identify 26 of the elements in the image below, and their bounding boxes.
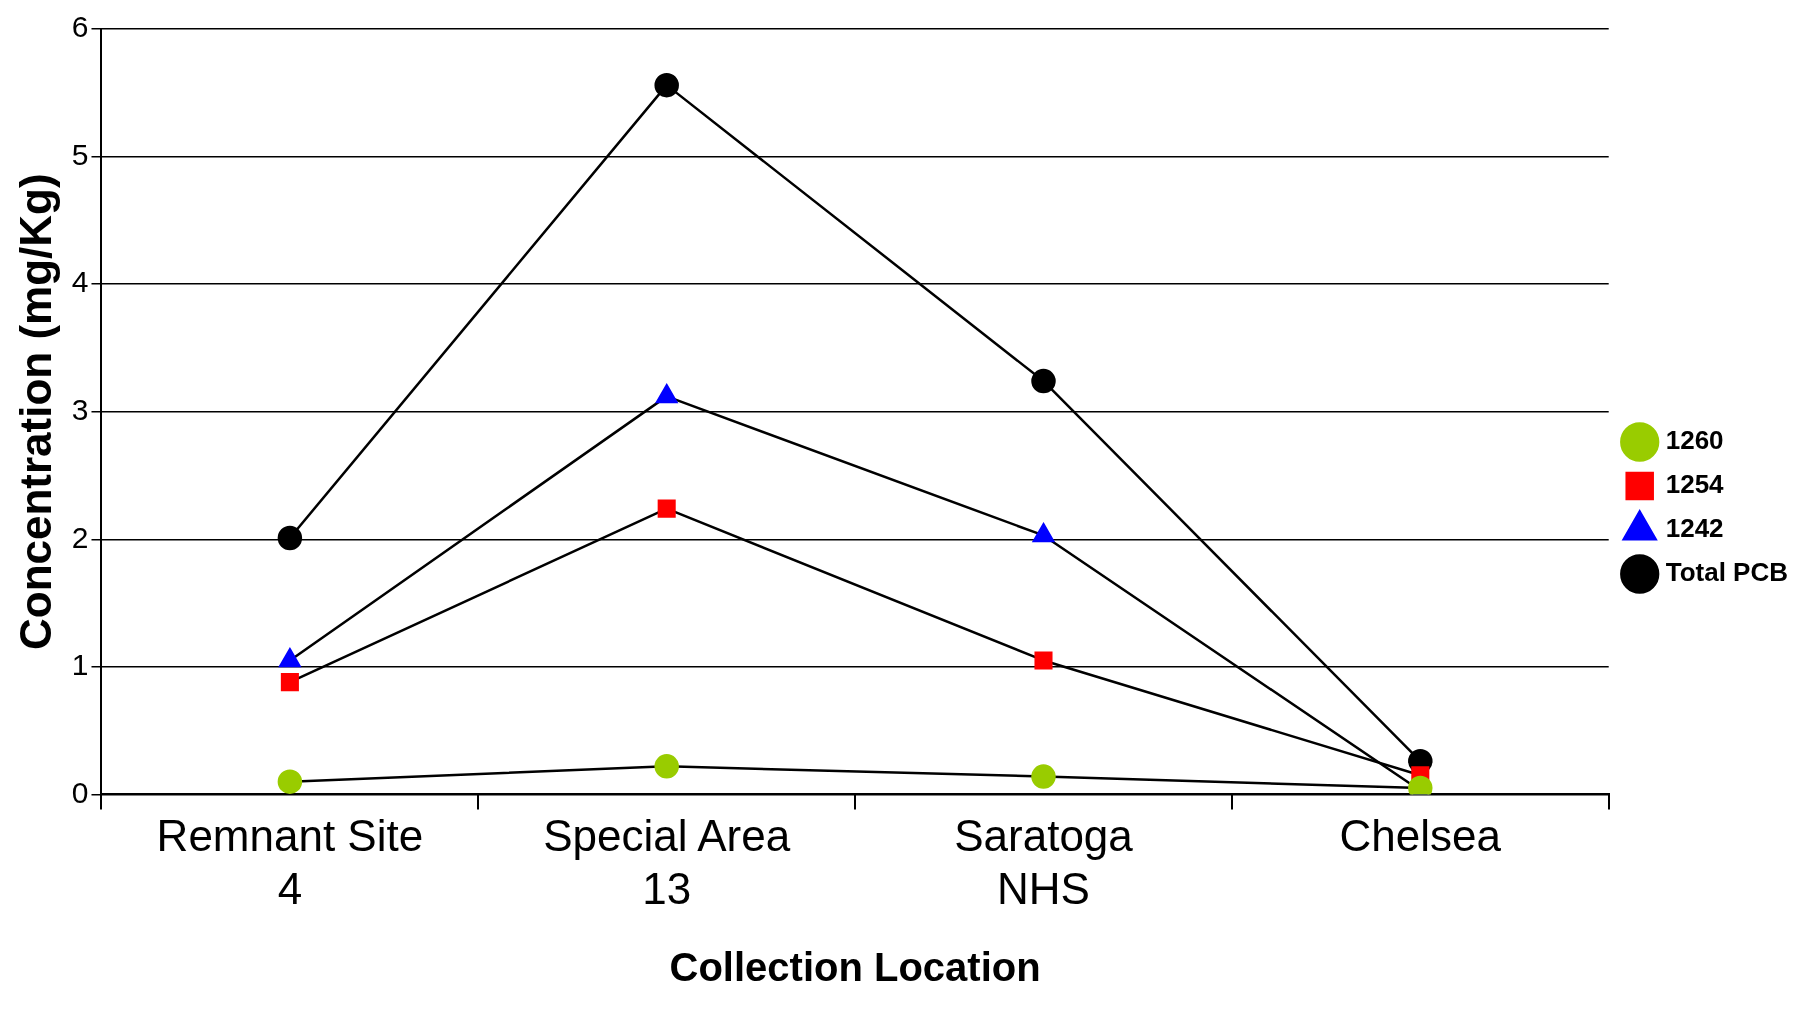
point (280, 673, 299, 692)
point (1034, 651, 1053, 670)
y-axis-title: Concentration (mg/Kg) (10, 173, 60, 651)
y-tick-label: 0 (71, 775, 89, 809)
x-tick-label: Remnant Site 4 (156, 810, 424, 913)
point (654, 754, 679, 779)
point (1031, 368, 1056, 394)
legend-label: 1260 (1665, 425, 1724, 456)
y-tick-label: 4 (71, 265, 89, 299)
y-tick-label: 3 (71, 392, 89, 426)
x-axis-title: Collection Location (669, 945, 1041, 990)
point (277, 769, 303, 794)
point (277, 525, 303, 551)
x-tick-label: Special Area 13 (543, 810, 791, 913)
legend-label: Total PCB (1665, 557, 1788, 588)
x-tick-label: Saratoga NHS (954, 810, 1134, 913)
y-tick-label: 1 (71, 648, 89, 682)
y-tick-label: 6 (71, 10, 89, 44)
point (657, 499, 676, 518)
legend-label: 1242 (1665, 513, 1724, 544)
y-tick-label: 2 (71, 520, 89, 554)
point (654, 72, 679, 98)
legend-label: 1254 (1665, 469, 1725, 500)
y-tick-label: 5 (71, 137, 89, 171)
point (1031, 764, 1056, 789)
x-tick-label: Chelsea (1339, 810, 1502, 860)
